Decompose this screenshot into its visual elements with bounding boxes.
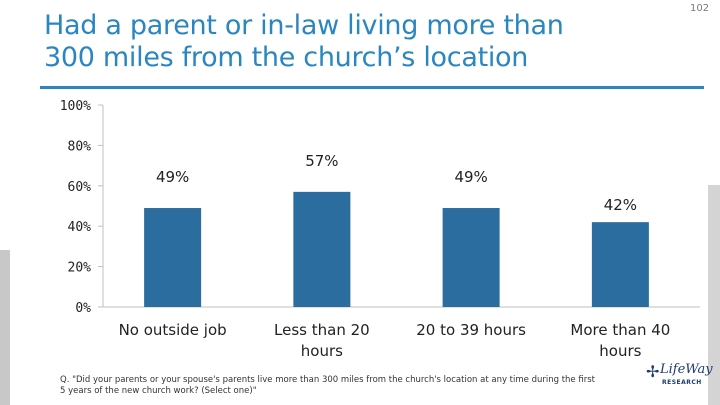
survey-question-footnote: Q. "Did your parents or your spouse's pa… [60,375,595,396]
y-tick-label: 20% [68,261,92,276]
lifeway-research-logo: ✢ LifeWay RESEARCH [646,360,713,400]
logo-main-text: LifeWay [660,362,713,377]
title-underline [40,86,704,89]
data-label: 49% [454,168,487,186]
data-label: 49% [156,168,189,186]
data-label: 57% [305,152,338,170]
left-frame-bar [0,250,10,405]
right-frame-bar [708,185,720,405]
x-tick-label: No outside job [119,321,227,339]
bar [293,191,351,307]
data-label: 42% [604,196,637,214]
y-tick-label: 100% [60,99,91,114]
logo-mark-icon: ✢ [646,362,660,381]
logo-sub-text: RESEARCH [662,379,702,386]
page-number: 102 [690,3,710,14]
y-tick-label: 80% [68,139,92,154]
y-tick-label: 60% [68,180,92,195]
x-tick-label: 20 to 39 hours [416,321,526,339]
y-tick-label: 0% [75,301,91,316]
y-tick-label: 40% [68,220,92,235]
bar [144,208,202,307]
bar [591,222,649,307]
x-tick-label: More than 40 hours [570,321,670,360]
bar [442,208,500,307]
x-tick-label: Less than 20 hours [274,321,370,360]
slide-title: Had a parent or in-law living more than … [44,10,564,73]
